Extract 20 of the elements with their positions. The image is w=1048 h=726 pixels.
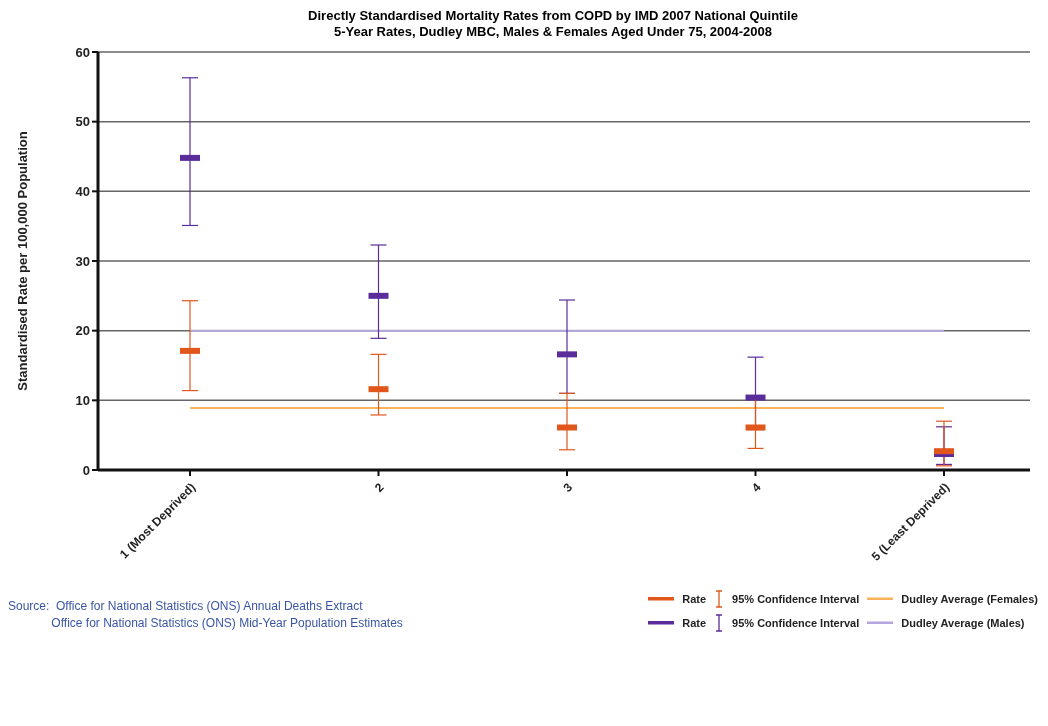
source-note: Source: Office for National Statistics (ONS) Annual Deaths Extract Office for National Statistics (ONS) Mid-Year Population Estimates <box>8 598 403 632</box>
y-tick-label: 0 <box>82 462 90 478</box>
x-tick-label: 2 <box>371 480 387 495</box>
text: 95% Confidence Interval <box>732 593 860 605</box>
chart-title: Directly Standardised Mortality Rates from COPD by IMD 2007 National Quintile <box>307 8 799 24</box>
legend-label: Dudley Average (Females) <box>901 593 1038 605</box>
legend-label: Rate <box>682 617 707 629</box>
y-tick-label: 50 <box>75 114 90 130</box>
y-tick-label: 60 <box>75 44 90 60</box>
x-tick-label: 4 <box>748 480 764 495</box>
y-axis-title: Standardised Rate per 100,000 Population <box>14 131 30 391</box>
legend-label: Rate <box>682 593 707 605</box>
chart-subtitle: 5-Year Rates, Dudley MBC, Males & Females Aged Under 75, 2004-2008 <box>332 24 774 40</box>
y-tick-label: 20 <box>75 323 90 339</box>
text: 95% Confidence Interval <box>732 617 860 629</box>
legend-label: Dudley Average (Males) <box>901 617 1026 629</box>
y-tick-label: 10 <box>75 392 90 408</box>
y-tick-label: 30 <box>75 253 90 269</box>
x-tick-label: 3 <box>560 480 576 495</box>
y-tick-label: 40 <box>75 183 90 199</box>
